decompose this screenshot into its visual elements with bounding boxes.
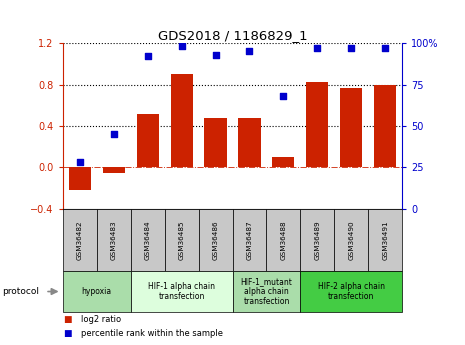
Point bbox=[212, 52, 219, 58]
Text: HIF-2 alpha chain
transfection: HIF-2 alpha chain transfection bbox=[318, 282, 385, 301]
Point bbox=[144, 53, 151, 59]
Bar bbox=[272, 157, 294, 167]
Bar bbox=[306, 82, 328, 167]
Text: ■: ■ bbox=[63, 329, 71, 338]
Bar bbox=[205, 118, 226, 167]
Title: GDS2018 / 1186829_1: GDS2018 / 1186829_1 bbox=[158, 29, 307, 42]
Text: ■: ■ bbox=[63, 315, 71, 325]
Text: GSM36483: GSM36483 bbox=[111, 220, 117, 259]
Bar bbox=[374, 85, 396, 167]
Text: hypoxia: hypoxia bbox=[82, 287, 112, 296]
Bar bbox=[103, 167, 125, 172]
Text: GSM36490: GSM36490 bbox=[348, 220, 354, 259]
Text: GSM36491: GSM36491 bbox=[382, 220, 388, 259]
Text: GSM36482: GSM36482 bbox=[77, 220, 83, 259]
Bar bbox=[137, 114, 159, 167]
Point bbox=[76, 160, 83, 165]
Text: GSM36488: GSM36488 bbox=[280, 220, 286, 259]
Text: GSM36486: GSM36486 bbox=[213, 220, 219, 259]
Text: GSM36487: GSM36487 bbox=[246, 220, 252, 259]
Text: protocol: protocol bbox=[2, 287, 40, 296]
Point bbox=[246, 49, 253, 54]
Text: percentile rank within the sample: percentile rank within the sample bbox=[81, 329, 223, 338]
Text: HIF-1 alpha chain
transfection: HIF-1 alpha chain transfection bbox=[148, 282, 215, 301]
Bar bbox=[171, 74, 193, 167]
Point bbox=[347, 45, 355, 51]
Point bbox=[178, 44, 185, 49]
Text: HIF-1_mutant
alpha chain
transfection: HIF-1_mutant alpha chain transfection bbox=[240, 277, 292, 306]
Point bbox=[381, 45, 389, 51]
Point bbox=[313, 45, 321, 51]
Text: GSM36489: GSM36489 bbox=[314, 220, 320, 259]
Bar bbox=[340, 88, 362, 167]
Bar bbox=[69, 167, 91, 190]
Text: GSM36484: GSM36484 bbox=[145, 220, 151, 259]
Point bbox=[110, 131, 117, 137]
Text: log2 ratio: log2 ratio bbox=[81, 315, 121, 325]
Bar bbox=[239, 118, 260, 167]
Point bbox=[279, 93, 287, 99]
Text: GSM36485: GSM36485 bbox=[179, 220, 185, 259]
